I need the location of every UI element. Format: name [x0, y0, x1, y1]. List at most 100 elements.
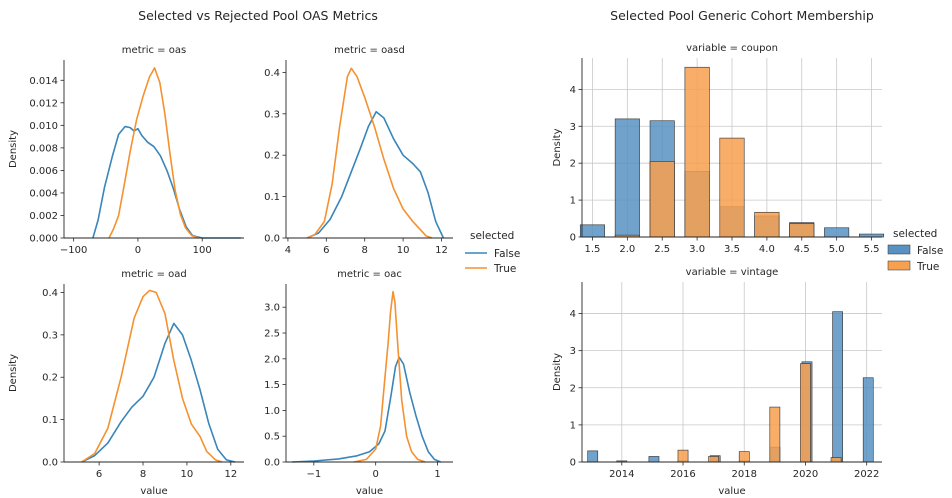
- y-tick-label: 0.004: [29, 188, 58, 199]
- kde-line-false: [306, 110, 445, 239]
- x-tick-label: 3.0: [689, 244, 705, 255]
- right-legend-title: selected: [893, 228, 937, 240]
- y-tick-label: 3: [570, 122, 576, 133]
- x-axis-label: value: [140, 486, 167, 497]
- x-tick-label: 3.5: [724, 244, 740, 255]
- bar-true: [677, 449, 689, 463]
- y-tick-label: 2.5: [264, 329, 280, 340]
- bar-true: [708, 456, 719, 463]
- left-figure-title: Selected vs Rejected Pool OAS Metrics: [138, 8, 378, 23]
- y-tick-label: 4: [570, 309, 576, 320]
- y-tick-label: 0.006: [29, 166, 58, 177]
- x-tick-label: −100: [60, 245, 87, 256]
- y-tick-label: 2: [570, 159, 576, 170]
- y-tick-label: 0.4: [264, 68, 280, 79]
- kde-line-true: [353, 290, 426, 463]
- x-axis-label: value: [356, 486, 383, 497]
- y-tick-label: 0.3: [42, 330, 58, 341]
- x-tick-label: 0: [372, 469, 378, 480]
- left-legend-true-label: True: [493, 263, 516, 275]
- bar-true: [800, 363, 811, 463]
- y-tick-label: 2.0: [264, 354, 280, 365]
- y-tick-label: 0.0: [264, 458, 280, 469]
- bar-false: [832, 311, 843, 463]
- x-tick-label: 2.5: [654, 244, 670, 255]
- y-tick-label: 0.2: [42, 373, 58, 384]
- bar-false: [614, 118, 640, 238]
- left-legend: selected False True: [465, 230, 520, 275]
- y-tick-label: 0.002: [29, 211, 58, 222]
- x-tick-label: 5.0: [829, 244, 845, 255]
- y-tick-label: 1.0: [264, 406, 280, 417]
- bar-true: [789, 223, 815, 238]
- panel-oas: −100 0 100 0.000 0.002 0.004 0.006 0.008 0.010 0.…: [8, 45, 244, 256]
- y-tick-label: 2: [570, 383, 576, 394]
- y-tick-label: 1: [570, 196, 576, 207]
- bar-true: [830, 457, 842, 463]
- kde-line-false: [81, 322, 236, 463]
- x-tick-label: 2016: [670, 469, 695, 480]
- right-legend-false-swatch: [887, 244, 911, 255]
- x-tick-label: 0: [135, 245, 141, 256]
- x-tick-label: 12: [435, 245, 448, 256]
- panel-title: metric = oad: [121, 269, 187, 280]
- x-tick-label: 6: [323, 245, 329, 256]
- y-axis-label: Density: [8, 354, 19, 392]
- x-tick-label: 4.0: [759, 244, 775, 255]
- x-tick-label: 1: [434, 469, 440, 480]
- y-tick-label: 0.5: [264, 432, 280, 443]
- panel-title: metric = oasd: [334, 45, 405, 56]
- y-tick-label: 3.0: [264, 303, 280, 314]
- kde-line-false: [292, 356, 441, 463]
- x-tick-label: 1.5: [585, 244, 601, 255]
- bar-true: [684, 66, 710, 238]
- bar-false: [587, 450, 599, 463]
- panel-oac: −1 0 1 0.0 0.5 1.0 1.5 2.0 2.5 3.0 metric = oac val…: [264, 269, 453, 497]
- x-tick-label: 2020: [793, 469, 818, 480]
- x-tick-label: 5.5: [864, 244, 880, 255]
- panel-oasd: 4 6 8 10 12 0.0 0.1 0.2 0.3 0.4 metric = oasd: [264, 45, 453, 256]
- y-tick-label: 1: [570, 420, 576, 431]
- y-tick-label: 1.5: [264, 380, 280, 391]
- panel-title: metric = oac: [337, 269, 402, 280]
- panel-vintage: 2014 2016 2018 2020 2022 0 1 2 3 4 variable = vint…: [552, 267, 882, 497]
- x-tick-label: 4.5: [794, 244, 810, 255]
- y-tick-label: 0.1: [264, 192, 280, 203]
- x-tick-label: 10: [397, 245, 410, 256]
- y-tick-label: 0.2: [264, 151, 280, 162]
- right-figure-title: Selected Pool Generic Cohort Membership: [610, 8, 874, 23]
- bar-false: [824, 227, 850, 238]
- y-tick-label: 0.4: [42, 288, 58, 299]
- bar-false: [862, 377, 874, 463]
- panel-title: metric = oas: [122, 45, 186, 56]
- panel-title: variable = vintage: [686, 267, 779, 278]
- y-tick-label: 0.1: [42, 415, 58, 426]
- bar-true: [649, 161, 675, 238]
- y-tick-label: 4: [570, 85, 576, 96]
- y-tick-label: 3: [570, 346, 576, 357]
- right-legend-true-swatch: [887, 260, 911, 271]
- left-legend-false-label: False: [494, 248, 520, 260]
- right-legend-false-label: False: [917, 245, 943, 257]
- y-tick-label: 0: [570, 458, 576, 469]
- x-tick-label: 4: [285, 245, 291, 256]
- bar-true: [754, 211, 780, 238]
- bar-false: [648, 456, 660, 463]
- right-legend: selected False True: [887, 228, 943, 273]
- y-axis-label: Density: [552, 128, 563, 166]
- x-tick-label: 12: [224, 469, 237, 480]
- bar-true: [719, 137, 745, 238]
- x-tick-label: 10: [181, 469, 194, 480]
- left-legend-title: selected: [470, 230, 514, 242]
- bar-true: [769, 406, 781, 463]
- y-tick-label: 0.008: [29, 143, 58, 154]
- x-tick-label: 8: [362, 245, 368, 256]
- kde-line-true: [81, 289, 223, 463]
- x-tick-label: 2022: [854, 469, 879, 480]
- y-tick-label: 0.0: [264, 234, 280, 245]
- y-tick-label: 0.3: [264, 109, 280, 120]
- kde-line-false: [92, 125, 241, 239]
- x-tick-label: 6: [96, 469, 102, 480]
- y-tick-label: 0.012: [29, 98, 58, 109]
